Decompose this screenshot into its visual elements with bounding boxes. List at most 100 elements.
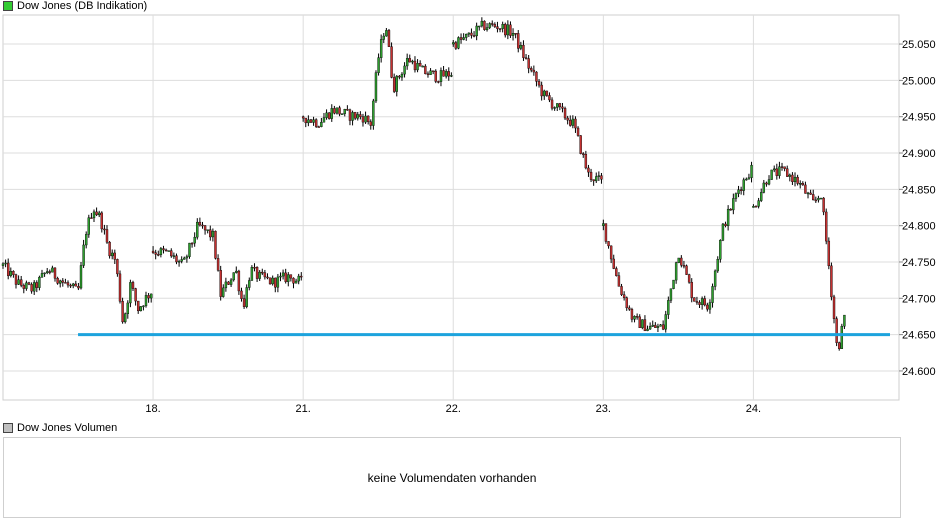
candle-body [235, 270, 238, 273]
candle-body [664, 314, 667, 330]
candle-body [385, 30, 388, 37]
candle-body [248, 280, 251, 288]
candle-body [320, 122, 323, 127]
volume-empty-message: keine Volumendaten vorhanden [367, 470, 537, 485]
candle-body [812, 194, 815, 201]
candle-body [491, 23, 494, 25]
candle-body [211, 230, 215, 238]
candle-body [716, 259, 719, 272]
candle-body [579, 135, 582, 154]
candle-body [558, 103, 562, 108]
candle-body [71, 283, 75, 286]
candle-body [553, 107, 556, 109]
candle-body [600, 175, 603, 180]
candle-body [609, 245, 613, 260]
y-tick-label: 25.050 [902, 39, 936, 51]
candle-body [294, 280, 298, 284]
candle-body [227, 281, 230, 285]
candle-body [79, 265, 83, 289]
candle-body [770, 169, 773, 180]
candle-body [413, 60, 417, 71]
candle-body [147, 295, 150, 299]
candle-body [791, 174, 794, 183]
candle-body [687, 274, 691, 283]
candle-body [708, 302, 712, 310]
price-legend-label: Dow Jones (DB Indikation) [17, 0, 148, 12]
candle-body [162, 248, 165, 251]
price-legend-swatch [3, 1, 13, 11]
candle-body [353, 112, 357, 119]
candle-body [118, 273, 122, 302]
candle-body [271, 277, 274, 285]
candle-body [726, 208, 730, 227]
candle-body [242, 298, 246, 307]
candle-body [374, 72, 378, 102]
candle-body [198, 221, 202, 226]
candle-body [825, 211, 828, 242]
candle-body [775, 168, 779, 176]
candle-body [434, 70, 437, 82]
candle-body [597, 175, 601, 177]
y-axis: 24.600 24.650 24.700 24.750 24.800 24.850 24.9… [899, 39, 936, 378]
candle-body [35, 282, 38, 288]
candle-body [338, 107, 341, 115]
candle-body [648, 326, 652, 330]
candle-body [485, 27, 489, 30]
candle-body [742, 179, 745, 191]
candle-body [92, 211, 96, 219]
candle-body [543, 90, 546, 97]
candle-body [129, 282, 132, 304]
candle-body [64, 282, 67, 284]
candle-body [274, 277, 277, 288]
candle-body [408, 58, 411, 63]
candle-body [501, 24, 504, 29]
candle-body [734, 193, 738, 199]
candle-body [289, 274, 293, 279]
candle-body [193, 236, 196, 244]
candle-body [426, 73, 430, 76]
candle-body [830, 265, 833, 298]
volume-legend-swatch [3, 423, 13, 433]
candle-body [700, 298, 704, 305]
candle-body [372, 100, 375, 126]
candle-body [582, 153, 585, 155]
candle-body [444, 71, 448, 77]
candle-body [459, 37, 463, 40]
grid-lines [3, 15, 899, 400]
candle-body [747, 177, 751, 180]
y-tick-label: 24.650 [902, 330, 936, 342]
candle-body [134, 288, 137, 302]
candle-body [201, 224, 204, 227]
candle-body [237, 270, 241, 292]
candle-body [103, 228, 106, 231]
candle-body [646, 328, 649, 332]
candle-body [431, 70, 435, 72]
candle-body [307, 119, 310, 124]
candle-body [638, 316, 641, 328]
candle-body [351, 112, 354, 121]
candle-body [250, 267, 254, 281]
candle-body [322, 117, 326, 123]
candle-body [589, 171, 593, 180]
candle-body [240, 290, 243, 299]
candle-body [532, 69, 536, 73]
candle-body [656, 326, 660, 328]
candle-body [190, 242, 194, 245]
candle-body [620, 286, 623, 295]
candle-body [465, 33, 468, 38]
candle-body [661, 324, 665, 330]
candle-body [773, 168, 776, 171]
candle-body [123, 313, 127, 323]
candle-body [641, 319, 644, 328]
candle-body [757, 200, 760, 207]
candle-body [84, 234, 88, 246]
candle-body [203, 225, 207, 231]
candle-body [77, 286, 80, 289]
candle-body [53, 267, 57, 279]
candle-body [95, 211, 98, 216]
candle-body [421, 65, 424, 68]
candle-body [470, 32, 473, 36]
candle-body [51, 267, 54, 273]
candle-body [690, 281, 693, 298]
candle-body [571, 118, 575, 126]
